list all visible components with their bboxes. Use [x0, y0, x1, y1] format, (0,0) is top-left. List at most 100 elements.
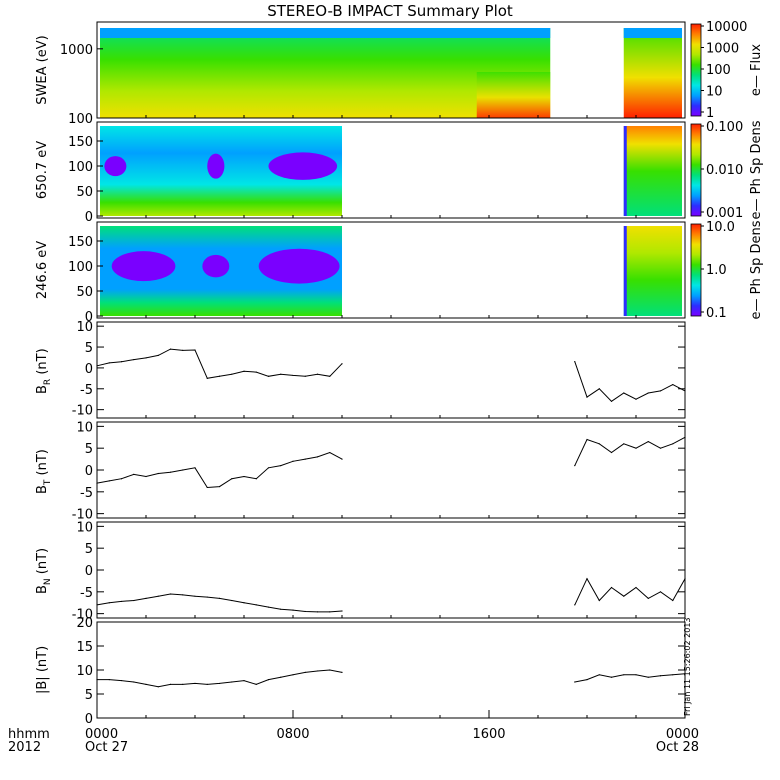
- corner-label-year: 2012: [8, 740, 41, 755]
- heatmap-panel-3: 150 100 50 0 246.6 eV 10.0 1.0 0.1 e— Ph Sp Dens: [35, 220, 764, 325]
- data-point: [659, 591, 662, 593]
- series-line: [96, 593, 343, 613]
- series-line: [574, 361, 686, 402]
- y-tick-label: 100: [68, 260, 93, 275]
- data-point: [304, 375, 306, 377]
- data-point: [206, 596, 208, 598]
- data-point: [157, 354, 159, 356]
- data-point: [329, 451, 331, 454]
- data-point: [169, 348, 172, 350]
- data-point: [206, 683, 208, 686]
- timestamp-stamp: Fri Jan 11 15:26:02 2013: [683, 617, 692, 716]
- data-point: [586, 578, 588, 580]
- data-point: [598, 443, 600, 445]
- spectrogram-blob: [104, 156, 127, 177]
- data-point: [672, 384, 674, 386]
- data-point: [231, 681, 233, 683]
- data-point: [659, 390, 662, 392]
- data-point: [267, 467, 270, 469]
- colorbar-tick-label: 0.100: [706, 120, 743, 135]
- y-tick-label: 150: [68, 235, 93, 250]
- y-axis-label: BT (nT): [35, 449, 53, 494]
- y-tick-label: -10: [72, 404, 93, 419]
- data-point: [206, 486, 208, 489]
- data-point: [267, 606, 270, 608]
- colorbar: [690, 223, 702, 317]
- data-point: [145, 475, 147, 478]
- corner-label-hhmm: hhmm: [8, 727, 50, 742]
- data-point: [194, 349, 196, 351]
- data-point: [304, 458, 306, 460]
- y-tick-label: 150: [68, 135, 93, 150]
- y-axis-label: |B| (nT): [35, 646, 50, 694]
- data-point: [280, 608, 282, 610]
- data-point: [586, 396, 588, 398]
- data-point: [684, 578, 686, 580]
- colorbar: [690, 123, 702, 217]
- x-tick-label: 1600: [472, 727, 505, 742]
- spectrogram-band: [476, 72, 551, 118]
- data-point: [623, 392, 625, 394]
- y-axis-label: 650.7 eV: [35, 141, 50, 199]
- data-point: [218, 682, 221, 685]
- y-tick-label: -10: [72, 508, 93, 523]
- data-point: [194, 682, 196, 685]
- data-point: [635, 447, 637, 449]
- data-point: [194, 467, 196, 469]
- series-line: [574, 673, 686, 683]
- data-point: [292, 374, 294, 377]
- heatmap-panel-1: 1000 100 SWEA (eV) 10000 1000 100 10 1 e— Flux: [35, 20, 764, 127]
- data-point: [341, 610, 343, 612]
- data-point: [329, 611, 331, 613]
- y-axis-unit: (nT): [35, 348, 50, 378]
- data-point: [231, 599, 233, 602]
- data-point: [610, 400, 613, 402]
- data-point: [672, 599, 674, 602]
- y-axis-label: BR (nT): [35, 348, 53, 394]
- y-tick-label: -10: [72, 608, 93, 623]
- data-point: [133, 473, 135, 475]
- data-point: [255, 604, 257, 606]
- y-tick-label: 10: [76, 320, 93, 335]
- series-line: [574, 436, 686, 466]
- spectrogram-band: [623, 28, 682, 118]
- y-tick-label: 0: [85, 712, 93, 727]
- y-tick-label: -5: [80, 586, 93, 601]
- y-tick-label: 10: [76, 420, 93, 435]
- data-point: [635, 398, 637, 400]
- line-panel-5: 10 5 0 -5 -10 BT (nT): [35, 420, 686, 523]
- colorbar-tick-label: 1.0: [706, 263, 727, 278]
- y-tick-label: 0: [85, 464, 93, 479]
- x-date-label: Oct 27: [85, 740, 128, 755]
- data-point: [280, 465, 282, 467]
- data-point: [647, 441, 649, 443]
- data-point: [598, 388, 600, 390]
- colorbar-tick-label: 1: [706, 106, 714, 121]
- series-line: [96, 348, 343, 379]
- data-point: [292, 674, 294, 676]
- spectrogram-blob: [111, 251, 176, 282]
- data-point: [218, 485, 221, 488]
- data-point: [329, 375, 331, 377]
- spectrogram-blob: [258, 248, 340, 284]
- data-point: [182, 469, 184, 471]
- data-point: [341, 363, 343, 365]
- y-tick-label: 0: [85, 564, 93, 579]
- data-point: [169, 593, 172, 595]
- colorbar-tick-label: 0.1: [706, 306, 727, 321]
- colorbar-tick-label: 1000: [706, 42, 739, 57]
- data-point: [133, 599, 135, 602]
- y-tick-label: 50: [76, 285, 93, 300]
- y-axis-unit: (nT): [35, 548, 50, 578]
- data-point: [182, 594, 184, 596]
- panel-frame: [96, 621, 686, 719]
- spectrogram-edge: [623, 226, 627, 316]
- y-tick-label: 5: [85, 688, 93, 703]
- data-point: [635, 586, 637, 589]
- line-panel-6: 10 5 0 -5 -10 BN (nT): [35, 520, 686, 623]
- data-point: [623, 674, 625, 676]
- data-point: [255, 478, 257, 480]
- data-point: [157, 686, 159, 688]
- data-point: [304, 610, 306, 613]
- y-tick-label: 5: [85, 442, 93, 457]
